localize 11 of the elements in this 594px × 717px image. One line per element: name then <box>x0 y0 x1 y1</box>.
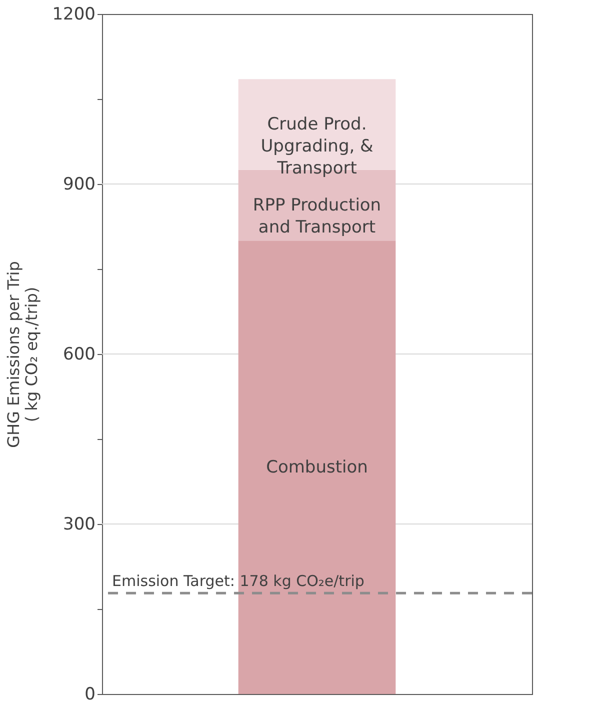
series-label: Crude Prod. Upgrading, & Transport <box>260 114 374 178</box>
y-tick-label: 900 <box>63 174 96 194</box>
series-label: Combustion <box>266 457 368 478</box>
series-label: RPP Production and Transport <box>252 195 382 238</box>
y-tick-label: 600 <box>63 344 96 364</box>
y-tick-label: 1200 <box>52 4 96 24</box>
y-tick-label: 300 <box>63 514 96 534</box>
ref-line-label: Emission Target: 178 kg CO₂e/trip <box>112 572 364 590</box>
y-tick-label: 0 <box>84 684 96 704</box>
bar <box>238 240 396 694</box>
y-axis-title: GHG Emissions per Trip ( kg CO₂ eq./trip) <box>4 261 42 448</box>
